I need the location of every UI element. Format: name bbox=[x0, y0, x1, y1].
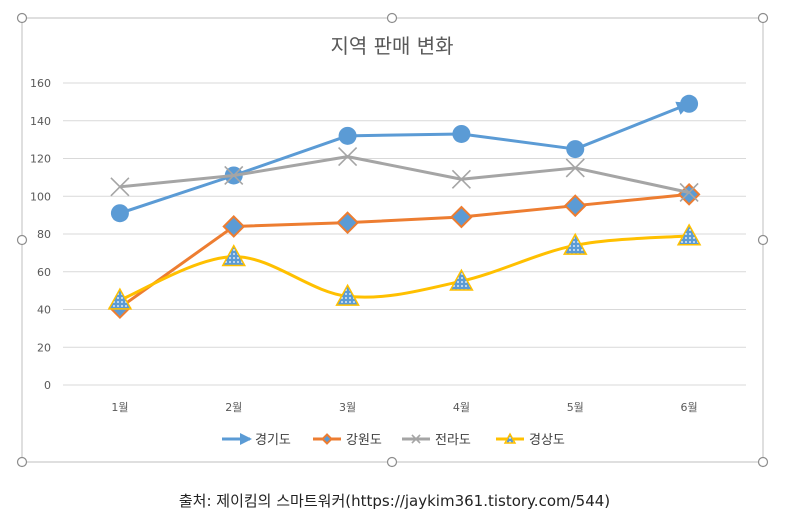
data-point bbox=[107, 287, 133, 310]
data-point bbox=[451, 169, 471, 189]
x-tick-label: 2월 bbox=[225, 401, 242, 414]
legend: 경기도 강원도 전라도 경상도 bbox=[222, 432, 565, 448]
chart-title: 지역 판매 변화 bbox=[330, 34, 453, 58]
y-tick-label: 20 bbox=[37, 341, 51, 354]
legend-label: 강원도 bbox=[346, 433, 382, 448]
data-point bbox=[110, 177, 130, 197]
data-point bbox=[449, 268, 474, 291]
data-point bbox=[338, 147, 358, 167]
legend-marker bbox=[240, 433, 252, 445]
data-point bbox=[680, 94, 699, 113]
y-tick-label: 120 bbox=[30, 153, 51, 166]
data-point bbox=[566, 140, 585, 159]
y-tick-label: 100 bbox=[30, 190, 51, 203]
source-caption: 출처: 제이킴의 스마트워커(https://jaykim361.tistory… bbox=[178, 492, 611, 510]
legend-item-2: 강원도 bbox=[313, 433, 382, 448]
series-line bbox=[119, 234, 690, 302]
series-line bbox=[119, 155, 690, 194]
data-point bbox=[565, 158, 585, 178]
data-point bbox=[222, 215, 246, 238]
data-point bbox=[335, 283, 360, 306]
y-tick-label: 80 bbox=[37, 228, 51, 241]
data-point bbox=[221, 244, 247, 267]
resize-handle[interactable] bbox=[757, 12, 769, 24]
x-tick-label: 1월 bbox=[111, 401, 128, 414]
resize-handle[interactable] bbox=[16, 12, 28, 24]
data-point bbox=[679, 182, 699, 203]
series-line bbox=[119, 102, 690, 215]
series-4 bbox=[107, 223, 702, 310]
legend-item-4: 경상도 bbox=[496, 432, 565, 448]
series-line bbox=[119, 192, 690, 309]
data-point bbox=[562, 232, 588, 255]
y-axis: 0 20 40 60 80 100 120 140 160 bbox=[30, 77, 51, 392]
legend-marker bbox=[321, 433, 333, 445]
x-tick-label: 4월 bbox=[453, 401, 470, 414]
resize-handle[interactable] bbox=[757, 456, 769, 468]
x-tick-label: 5월 bbox=[567, 401, 584, 414]
x-tick-label: 6월 bbox=[681, 401, 698, 414]
resize-handle[interactable] bbox=[386, 12, 398, 24]
data-point bbox=[452, 124, 471, 143]
data-point bbox=[450, 205, 473, 229]
y-tick-label: 140 bbox=[30, 115, 51, 128]
data-point bbox=[563, 194, 587, 218]
legend-item-1: 경기도 bbox=[222, 433, 291, 448]
resize-handle[interactable] bbox=[386, 456, 398, 468]
resize-handle[interactable] bbox=[757, 234, 769, 246]
series-2 bbox=[108, 182, 701, 320]
selection-handles[interactable] bbox=[16, 12, 769, 468]
legend-item-3: 전라도 bbox=[402, 433, 471, 448]
legend-marker bbox=[503, 432, 517, 444]
resize-handle[interactable] bbox=[16, 234, 28, 246]
data-point bbox=[110, 204, 129, 223]
y-tick-label: 160 bbox=[30, 77, 51, 90]
y-tick-label: 0 bbox=[44, 379, 51, 392]
y-tick-label: 40 bbox=[37, 304, 51, 317]
series-layer bbox=[107, 94, 702, 320]
chart-frame[interactable] bbox=[21, 17, 764, 463]
data-point bbox=[338, 126, 357, 145]
x-tick-label: 3월 bbox=[339, 401, 356, 414]
data-point bbox=[676, 223, 702, 246]
legend-label: 전라도 bbox=[435, 433, 471, 448]
y-tick-label: 60 bbox=[37, 266, 51, 279]
data-point bbox=[336, 211, 359, 235]
x-axis: 1월 2월 3월 4월 5월 6월 bbox=[111, 401, 697, 414]
legend-label: 경기도 bbox=[255, 433, 291, 448]
series-3 bbox=[110, 147, 699, 203]
resize-handle[interactable] bbox=[16, 456, 28, 468]
legend-marker bbox=[411, 434, 421, 444]
data-point bbox=[224, 165, 244, 186]
legend-label: 경상도 bbox=[529, 433, 565, 448]
